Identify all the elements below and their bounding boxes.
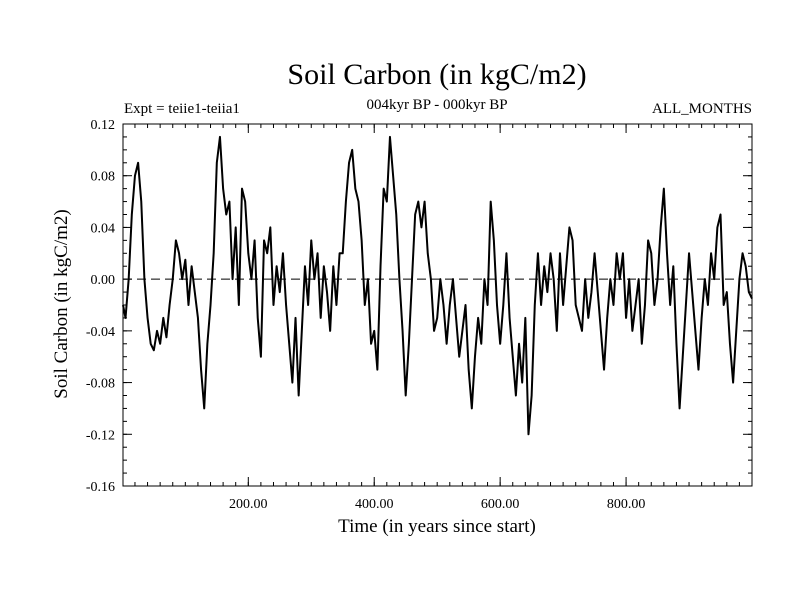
y-tick-label: 0.08 bbox=[91, 170, 116, 185]
y-tick-label: 0.00 bbox=[91, 273, 116, 288]
y-tick-label: -0.12 bbox=[86, 428, 115, 443]
x-tick-label: 400.00 bbox=[355, 497, 394, 512]
y-tick-label: -0.04 bbox=[86, 325, 115, 340]
y-tick-label: 0.12 bbox=[91, 118, 116, 133]
experiment-label: Expt = teiie1-teiia1 bbox=[124, 101, 240, 117]
x-tick-label: 800.00 bbox=[607, 497, 646, 512]
y-tick-label: -0.16 bbox=[86, 480, 115, 495]
period-label: 004kyr BP - 000kyr BP bbox=[366, 97, 507, 113]
x-tick-label: 200.00 bbox=[229, 497, 268, 512]
y-tick-label: 0.04 bbox=[91, 221, 116, 236]
x-axis-label: Time (in years since start) bbox=[338, 516, 536, 537]
x-tick-label: 600.00 bbox=[481, 497, 520, 512]
x-axis: 200.00 400.00 600.00 800.00 bbox=[134, 124, 740, 512]
y-axis-label: Soil Carbon (in kgC/m2) bbox=[51, 209, 72, 398]
chart-title: Soil Carbon (in kgC/m2) bbox=[287, 58, 586, 91]
y-axis: -0.16 -0.12 -0.08 -0.04 0.00 0.04 0.08 0.12 bbox=[86, 118, 752, 495]
months-label: ALL_MONTHS bbox=[652, 101, 752, 117]
series-line-0 bbox=[122, 135, 753, 436]
plot-area bbox=[122, 123, 753, 487]
y-tick-label: -0.08 bbox=[86, 377, 115, 392]
